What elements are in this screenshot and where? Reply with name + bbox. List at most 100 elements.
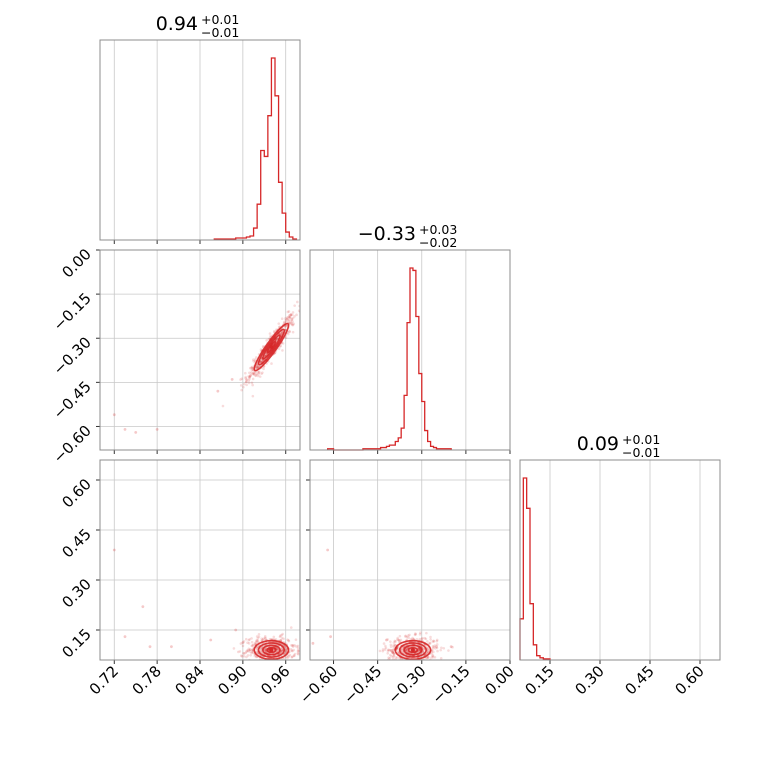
sample-point: [290, 655, 294, 659]
sample-point: [247, 381, 251, 385]
sample-point: [256, 370, 260, 373]
sample-point: [257, 372, 260, 376]
scatter-frame-0: [99, 249, 301, 451]
outlier-point-2: [311, 641, 315, 645]
sample-point: [291, 323, 295, 327]
sample-point: [389, 645, 393, 649]
sample-point: [279, 638, 283, 642]
sample-point: [253, 371, 257, 374]
sample-point: [284, 336, 288, 339]
sample-point: [395, 660, 398, 663]
sample-point: [286, 638, 289, 641]
outlier-point-2: [134, 430, 138, 434]
sample-point: [239, 654, 243, 657]
sample-point: [253, 654, 257, 658]
sample-point: [279, 344, 282, 348]
sample-point: [393, 643, 397, 647]
sample-point: [291, 645, 295, 648]
sample-point: [284, 650, 288, 654]
sample-point: [296, 650, 300, 653]
sample-point: [390, 665, 393, 668]
sample-point: [285, 320, 288, 323]
sample-point: [412, 637, 416, 641]
sample-point: [406, 660, 409, 663]
sample-point: [292, 322, 296, 326]
sample-point: [289, 626, 293, 629]
panels-layer: [96, 39, 721, 668]
sample-point: [257, 364, 260, 368]
sample-point: [291, 311, 295, 314]
sample-point: [402, 662, 405, 665]
sample-point: [435, 638, 439, 642]
sample-point: [250, 640, 254, 644]
sample-point: [391, 651, 395, 655]
sample-point: [427, 647, 430, 651]
sample-point: [431, 644, 435, 648]
samples-1: [112, 548, 300, 664]
sample-point: [296, 652, 300, 655]
sample-point: [432, 640, 436, 643]
sample-point: [280, 331, 283, 334]
sample-point: [423, 636, 427, 640]
sample-point: [286, 310, 290, 314]
title-minus-0: −0.01: [201, 25, 239, 40]
sample-point: [290, 643, 293, 647]
sample-point: [245, 661, 248, 664]
sample-point: [426, 645, 429, 649]
sample-point: [386, 651, 390, 655]
sample-point: [384, 644, 387, 648]
sample-point: [277, 347, 281, 351]
sample-point: [386, 649, 390, 653]
sample-point: [431, 654, 434, 657]
outlier-point-3: [155, 428, 159, 431]
sample-point: [288, 313, 291, 317]
sample-point: [397, 638, 401, 642]
ytick-label-p2-3: 0.60: [58, 475, 94, 511]
sample-point: [241, 641, 245, 644]
sample-point: [242, 652, 246, 655]
sample-point: [244, 651, 247, 655]
sample-point: [248, 375, 251, 379]
sample-point: [434, 647, 437, 650]
sample-point: [415, 637, 419, 641]
sample-point: [254, 356, 258, 359]
contour-1: [262, 644, 281, 656]
sample-point: [240, 377, 244, 381]
title-plus-1: +0.03: [419, 222, 457, 237]
ytick-label-p1-2: −0.30: [50, 333, 95, 378]
sample-point: [288, 315, 292, 319]
sample-point: [290, 655, 294, 659]
outlier-point-5: [209, 638, 213, 642]
sample-point: [248, 638, 251, 641]
sample-point: [261, 638, 265, 642]
sample-point: [406, 664, 409, 667]
sample-point: [386, 648, 390, 652]
sample-point: [296, 648, 300, 652]
sample-point: [389, 649, 393, 653]
sample-point: [254, 640, 258, 644]
hist-frame-2: [519, 459, 721, 661]
sample-point: [381, 648, 385, 651]
sample-point: [296, 644, 300, 648]
sample-point: [255, 366, 259, 369]
outlier-point-5: [449, 645, 453, 649]
sample-point: [435, 643, 439, 646]
sample-point: [294, 638, 298, 641]
sample-point: [279, 634, 282, 638]
sample-point: [255, 647, 259, 650]
sample-point: [286, 660, 289, 663]
sample-point: [284, 648, 288, 651]
sample-point: [248, 375, 252, 378]
sample-point: [265, 339, 268, 342]
sample-point: [263, 635, 267, 638]
scatter-panel-0: [96, 249, 300, 454]
sample-point: [281, 632, 284, 636]
contour-2: [257, 642, 286, 658]
title-param-1: −0.33 +0.03 −0.02: [358, 222, 458, 250]
contour-3: [253, 322, 290, 372]
sample-point: [246, 641, 249, 644]
sample-point: [247, 648, 250, 652]
title-plus-2: +0.01: [622, 432, 660, 447]
sample-point: [288, 653, 292, 657]
sample-point: [263, 648, 267, 651]
